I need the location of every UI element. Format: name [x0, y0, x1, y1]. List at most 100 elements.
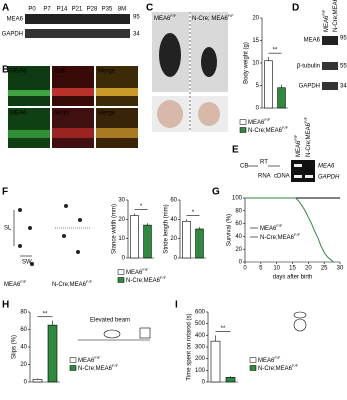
label-part: F/F — [112, 363, 119, 368]
y-tick-label: 0 — [239, 260, 243, 266]
y-axis-label: Slips (%) — [12, 335, 18, 359]
legend-swatch — [239, 127, 247, 133]
label-part: N-Cre;MEA6 — [260, 235, 295, 241]
y-tick-label: 5 — [256, 83, 260, 89]
blot — [322, 82, 338, 90]
label: MEA6F/F — [78, 355, 101, 364]
x-tick-label: 15 — [289, 266, 296, 272]
micrographs — [8, 66, 138, 148]
label-part: MEA6 — [258, 358, 275, 364]
y-tick-label: 20 — [252, 16, 259, 22]
y-tick-label: 15 — [252, 38, 259, 44]
panel-label: A — [2, 3, 9, 14]
row-label: MEA6 — [7, 17, 24, 23]
x-axis-label: days after birth — [273, 275, 313, 281]
label: MEA6F/F — [260, 223, 283, 232]
y-tick-label: 60 — [170, 198, 177, 204]
panel-label: I — [175, 300, 178, 311]
bar — [195, 228, 204, 259]
panel-label: G — [212, 187, 220, 198]
row-label: MEA6 — [304, 38, 321, 44]
label: MEA6F/F — [4, 279, 27, 288]
legend-swatch — [117, 277, 125, 283]
label: N-Cre;MEA6F/F — [52, 279, 93, 288]
label-part: F/F — [303, 116, 308, 123]
label-part: MEA6 — [126, 270, 143, 276]
y-tick-label: 30 — [118, 198, 125, 204]
column-label: P0 — [28, 7, 36, 13]
bar — [182, 220, 191, 259]
size-marker: 95 — [133, 15, 140, 21]
label-part: F/F — [282, 125, 289, 130]
label-part: F/F — [292, 363, 299, 368]
label: N-Cre; MEA6F/F — [192, 13, 234, 22]
y-axis-label: Stride length (mm) — [164, 204, 170, 253]
y-tick-label: 400 — [195, 333, 206, 339]
y-tick-label: 300 — [195, 345, 206, 351]
footprints — [13, 204, 90, 266]
y-tick-label: 0 — [174, 256, 178, 262]
label-part: MEA6 — [78, 358, 95, 364]
y-tick-label: 600 — [195, 310, 206, 316]
label: MEA6F/F — [248, 117, 271, 126]
bar — [264, 60, 273, 109]
x-tick-label: 20 — [305, 266, 312, 272]
legend-swatch — [117, 269, 125, 275]
size-marker: 34 — [340, 84, 347, 90]
label-part: N-Cre;MEA6 — [78, 366, 113, 372]
image-label: Merge — [98, 69, 116, 75]
panel-label: C — [146, 3, 153, 14]
x-tick-label: 10 — [273, 266, 280, 272]
stride-label: SL — [4, 226, 12, 232]
label-part: F/F — [228, 13, 235, 18]
beam-drawing — [78, 327, 151, 341]
y-tick-label: 10 — [252, 61, 259, 67]
blot — [322, 36, 338, 45]
row-label: GAPDH — [2, 32, 23, 38]
step-label: CB — [240, 164, 248, 170]
step-label: RNA — [258, 174, 271, 180]
bar — [225, 377, 236, 383]
label-part: F/F — [276, 223, 283, 228]
image-label: Merge — [98, 111, 116, 117]
y-tick-label: 60 — [235, 221, 242, 227]
y-tick-label: 0 — [202, 380, 206, 386]
label: N-Cre;MEA6F/F — [248, 125, 289, 134]
label: MEA6F/F — [154, 13, 177, 22]
y-tick-label: 0 — [122, 256, 126, 262]
panel-label: B — [2, 65, 9, 76]
gel — [291, 160, 315, 182]
significance: ** — [221, 326, 226, 332]
x-tick-label: 25 — [321, 266, 328, 272]
label-part: MEA6 — [324, 15, 330, 32]
label-part: F/F — [294, 232, 301, 237]
label-part: N-Cre;MEA6 — [126, 278, 161, 284]
label-part: MEA6 — [248, 120, 265, 126]
bar — [210, 340, 221, 383]
bar — [32, 379, 43, 383]
panel-label: H — [2, 300, 9, 311]
width-label: SW — [22, 260, 32, 266]
label-part: MEA6 — [154, 16, 171, 22]
row-label: GAPDH — [299, 84, 320, 90]
y-tick-label: 100 — [232, 196, 243, 202]
step-label: RT — [260, 160, 268, 166]
y-axis-label: Time spent on rotarod (s) — [187, 313, 193, 380]
label: N-Cre;MEA6F/F — [260, 232, 301, 241]
column-label: P7 — [43, 7, 51, 13]
y-tick-label: 20 — [235, 247, 242, 253]
gene-label: MEA6 — [318, 164, 335, 170]
size-marker: 34 — [133, 32, 140, 38]
column-label: P21 — [72, 7, 83, 13]
y-tick-label: 100 — [195, 368, 206, 374]
survival-line — [245, 197, 334, 263]
mouse-photos — [152, 12, 228, 132]
label: N-Cre;MEA6F/F — [258, 363, 299, 372]
x-tick-label: 30 — [337, 266, 344, 272]
y-axis-label: Stance width (mm) — [112, 204, 118, 254]
y-tick-label: 80 — [235, 208, 242, 214]
label-part: F/F — [321, 9, 326, 16]
size-marker: 95 — [340, 36, 347, 42]
legend-swatch — [249, 365, 257, 371]
legend-swatch — [69, 365, 77, 371]
